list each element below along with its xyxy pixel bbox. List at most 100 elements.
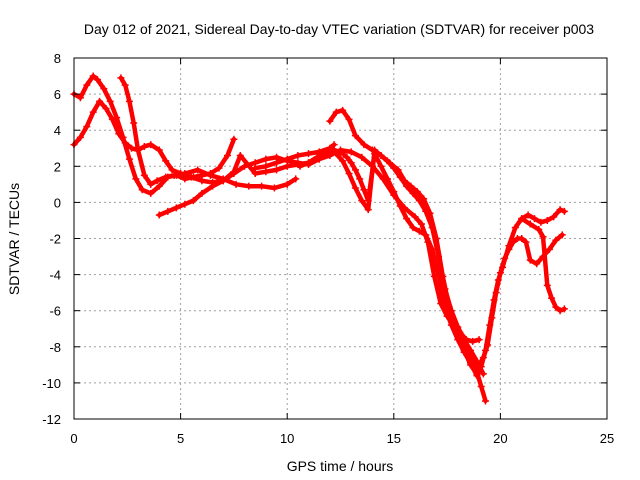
data-point (390, 188, 398, 196)
data-point (473, 370, 481, 378)
data-point (447, 307, 455, 315)
data-point (155, 211, 163, 219)
data-point (339, 157, 347, 165)
data-point (537, 218, 545, 226)
data-point (550, 213, 558, 221)
data-point (106, 97, 114, 105)
data-point (164, 207, 172, 215)
data-point (230, 135, 238, 143)
data-point (153, 177, 161, 185)
data-point (232, 180, 240, 188)
y-tick-label: 0 (54, 195, 61, 210)
data-point (526, 256, 534, 264)
y-tick-label: 2 (54, 159, 61, 174)
data-point (351, 132, 359, 140)
data-point (422, 207, 430, 215)
data-point (460, 336, 468, 344)
data-point (198, 177, 206, 185)
series-trace-7 (251, 144, 487, 378)
data-point (409, 189, 417, 197)
data-point (360, 141, 368, 149)
series-line (519, 216, 567, 313)
data-point (236, 151, 244, 159)
data-point (181, 200, 189, 208)
data-point (420, 195, 428, 203)
data-point (403, 182, 411, 190)
data-point (409, 224, 417, 232)
data-point (339, 106, 347, 114)
data-point (168, 166, 176, 174)
data-point (294, 151, 302, 159)
data-point (552, 303, 560, 311)
data-point (215, 164, 223, 172)
data-point (411, 213, 419, 221)
data-point (351, 184, 359, 192)
data-point (326, 117, 334, 125)
data-point (147, 180, 155, 188)
data-point (76, 133, 84, 141)
data-point (558, 231, 566, 239)
y-tick-label: 8 (54, 51, 61, 66)
data-point (162, 173, 170, 181)
data-point (343, 153, 351, 161)
data-point (524, 211, 532, 219)
data-point (428, 224, 436, 232)
x-tick-label: 10 (280, 431, 294, 446)
data-point (108, 115, 116, 123)
data-point (371, 146, 379, 154)
data-point (140, 171, 148, 179)
data-point (479, 370, 487, 378)
data-point (305, 150, 313, 158)
series-line (297, 147, 480, 378)
data-point (102, 105, 110, 113)
data-point (147, 141, 155, 149)
data-point (130, 119, 138, 127)
data-point (383, 175, 391, 183)
data-point (396, 173, 404, 181)
data-point (545, 245, 553, 253)
data-point (415, 197, 423, 205)
traces (70, 72, 568, 405)
data-point (96, 97, 104, 105)
data-point (326, 144, 334, 152)
data-point (511, 224, 519, 232)
series-trace-2 (70, 97, 483, 345)
data-point (262, 155, 270, 163)
data-point (377, 151, 385, 159)
x-tick-label: 15 (387, 431, 401, 446)
data-point (347, 148, 355, 156)
data-point (526, 220, 534, 228)
data-point (475, 361, 483, 369)
data-point (467, 346, 475, 354)
data-point (187, 173, 195, 181)
data-point (428, 245, 436, 253)
data-point (292, 175, 300, 183)
data-point (198, 189, 206, 197)
data-point (484, 341, 492, 349)
data-point (441, 303, 449, 311)
data-point (492, 289, 500, 297)
data-point (543, 216, 551, 224)
data-point (360, 186, 368, 194)
data-point (435, 253, 443, 261)
data-point (518, 235, 526, 242)
data-point (283, 180, 291, 188)
data-point (155, 182, 163, 190)
data-point (533, 260, 541, 268)
data-point (181, 170, 189, 178)
data-point (121, 139, 129, 147)
series-trace-3 (117, 74, 300, 192)
x-tick-label: 25 (600, 431, 614, 446)
data-point (479, 354, 487, 362)
x-tick-label: 5 (177, 431, 184, 446)
data-point (337, 148, 344, 156)
data-point (125, 97, 133, 105)
data-point (262, 162, 270, 170)
data-point (270, 184, 278, 192)
data-point (230, 170, 238, 178)
data-point (345, 115, 353, 123)
data-point (241, 162, 249, 170)
data-point (89, 108, 97, 116)
y-tick-label: -8 (49, 340, 61, 355)
data-point (172, 204, 180, 212)
